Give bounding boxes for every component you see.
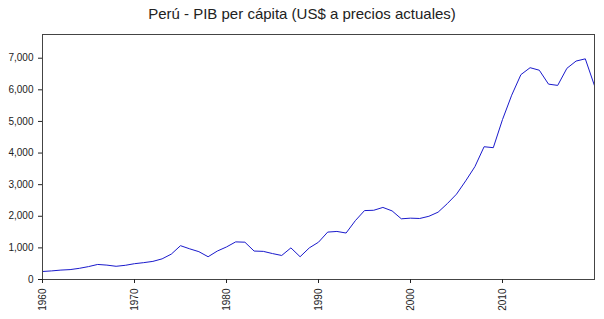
svg-text:2010: 2010 [497,288,508,311]
svg-text:1990: 1990 [313,288,324,311]
svg-text:7,000: 7,000 [8,52,33,63]
html-text:Perú - PIB per cápita (US$ a p: Perú - PIB per cápita (US$ a precios act… [148,5,456,22]
svg-text:1970: 1970 [129,288,140,311]
svg-text:4,000: 4,000 [8,147,33,158]
svg-text:3,000: 3,000 [8,179,33,190]
svg-text:6,000: 6,000 [8,84,33,95]
svg-text:2,000: 2,000 [8,210,33,221]
svg-text:1960: 1960 [37,288,48,311]
svg-text:2000: 2000 [405,288,416,311]
svg-text:5,000: 5,000 [8,116,33,127]
svg-text:1980: 1980 [221,288,232,311]
svg-text:1,000: 1,000 [8,242,33,253]
svg-text:0: 0 [28,274,34,285]
